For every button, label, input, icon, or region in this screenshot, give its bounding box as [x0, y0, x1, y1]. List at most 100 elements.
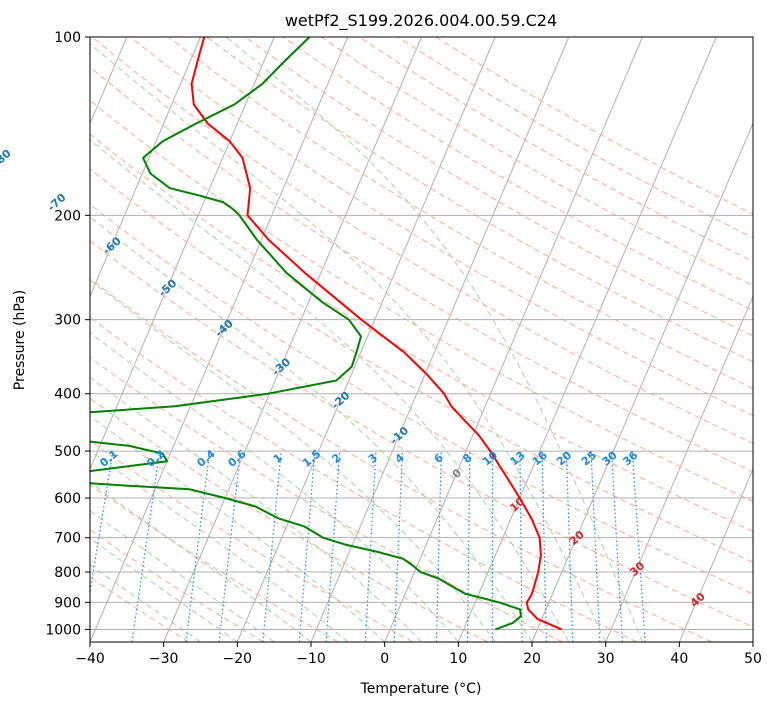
mixing-ratio-line	[218, 451, 242, 642]
x-tick-label: 30	[597, 651, 615, 667]
isotherm-line	[90, 37, 201, 298]
mixing-ratio-label: 6	[432, 451, 446, 466]
x-tick-label: −10	[296, 651, 326, 667]
dry-adiabat-line	[435, 37, 753, 215]
mixing-ratio-line	[610, 451, 623, 642]
moist-adiabat-line	[90, 139, 570, 642]
dry-adiabat-line	[130, 37, 753, 417]
isotherm-label: 30	[627, 559, 647, 579]
isotherm-label: -10	[388, 424, 412, 447]
x-tick-label: −20	[223, 651, 253, 667]
pressure-gridlines	[90, 37, 753, 630]
plot-frame	[89, 36, 754, 643]
dry-adiabat-line	[90, 168, 753, 563]
mixing-ratio-label: 0.4	[195, 447, 219, 470]
background-lines	[90, 37, 753, 642]
isotherm-label: -50	[156, 276, 180, 299]
dry-adiabat-line	[90, 133, 753, 533]
dry-adiabat-line	[244, 37, 753, 337]
isotherm-line	[90, 37, 349, 642]
dry-adiabat-line	[90, 440, 414, 642]
isotherm-line	[457, 37, 717, 642]
mixing-ratio-line	[565, 451, 574, 642]
mixing-ratio-label: 2	[329, 451, 343, 466]
dry-adiabat-line	[90, 316, 638, 642]
dewpoint-profile-line	[90, 37, 522, 631]
isotherm-line	[90, 37, 275, 471]
moist-adiabat-line	[90, 331, 459, 642]
y-tick-label: 700	[54, 531, 81, 547]
isotherm-line	[605, 295, 753, 642]
y-tick-label: 600	[54, 491, 81, 507]
temperature-profile-line	[190, 37, 563, 631]
isotherm-label: -60	[100, 234, 124, 257]
dry-adiabat-line	[90, 576, 190, 642]
x-tick-label: 10	[449, 651, 467, 667]
dry-adiabat-line	[90, 397, 488, 642]
moist-adiabat-line	[90, 279, 496, 642]
dry-adiabat-line	[206, 37, 753, 363]
y-tick-label: 900	[54, 595, 81, 611]
moist-adiabat-line	[90, 415, 386, 642]
y-tick-label: 200	[54, 208, 81, 224]
dry-adiabat-line	[282, 37, 753, 312]
profile-lines	[90, 37, 563, 631]
isotherm-label: -80	[0, 147, 14, 170]
isotherm-label: 0	[450, 466, 465, 481]
isotherm-line	[678, 467, 753, 642]
y-tick-label: 100	[54, 30, 81, 46]
x-tick-label: −30	[149, 651, 179, 667]
dry-adiabat-line	[90, 356, 563, 642]
mixing-ratio-line	[631, 451, 646, 642]
x-tick-label: 50	[744, 651, 762, 667]
mixing-ratio-line	[185, 451, 211, 642]
moist-adiabat-line	[90, 216, 533, 642]
isotherm-line	[752, 640, 753, 642]
isotherm-line	[531, 122, 753, 642]
dry-adiabat-line	[90, 99, 753, 502]
x-tick-label: 40	[670, 651, 688, 667]
line-labels: 0.10.20.40.611.52346810131620253036-100-…	[0, 147, 708, 610]
dry-adiabat-line	[359, 37, 753, 263]
mixing-ratio-label: 8	[460, 451, 474, 466]
x-axis-label: Temperature (°C)	[360, 681, 482, 697]
dry-adiabat-line	[168, 37, 753, 389]
isotherm-label: -20	[329, 389, 353, 412]
y-tick-label: 500	[54, 444, 81, 460]
dry-adiabat-line	[90, 240, 753, 628]
x-tick-label: −40	[75, 651, 105, 667]
dry-adiabat-line	[90, 529, 264, 642]
dry-adiabat-line	[91, 37, 753, 445]
mixing-ratio-line	[435, 451, 442, 642]
isotherm-label: -40	[212, 317, 236, 340]
x-tick-label: 0	[380, 651, 389, 667]
y-tick-label: 1000	[45, 622, 81, 638]
y-tick-label: 400	[54, 387, 81, 403]
moist-adiabat-line	[90, 43, 607, 642]
mixing-ratio-label: 1	[271, 451, 285, 466]
y-axis-ticks: 100 200 300 400 500 600 700 800 900 1000	[45, 30, 90, 638]
mixing-ratio-line	[90, 451, 114, 596]
moist-adiabat-line	[90, 449, 349, 642]
chart-title: wetPf2_S199.2026.004.00.59.C24	[285, 11, 557, 31]
moist-adiabat-line	[90, 564, 201, 642]
isotherm-line	[163, 37, 422, 642]
x-axis-ticks: −40 −30 −20 −10 0 10 20 30 40 50	[75, 642, 762, 667]
x-tick-label: 20	[523, 651, 541, 667]
mixing-ratio-label: 3	[366, 451, 380, 466]
moist-adiabat-line	[225, 37, 643, 642]
mixing-ratio-line	[131, 451, 161, 642]
isotherm-label: 40	[688, 590, 708, 610]
isotherm-label: -30	[270, 355, 294, 378]
y-tick-label: 300	[54, 313, 81, 329]
moist-adiabat-line	[90, 510, 275, 642]
dry-adiabat-line	[90, 203, 753, 595]
y-tick-label: 800	[54, 565, 81, 581]
isotherm-line	[236, 37, 496, 642]
moist-adiabat-line	[90, 481, 312, 642]
y-axis-label: Pressure (hPa)	[12, 290, 28, 390]
dry-adiabat-line	[90, 278, 712, 642]
dry-adiabat-line	[90, 483, 339, 642]
isotherm-line	[384, 37, 643, 642]
